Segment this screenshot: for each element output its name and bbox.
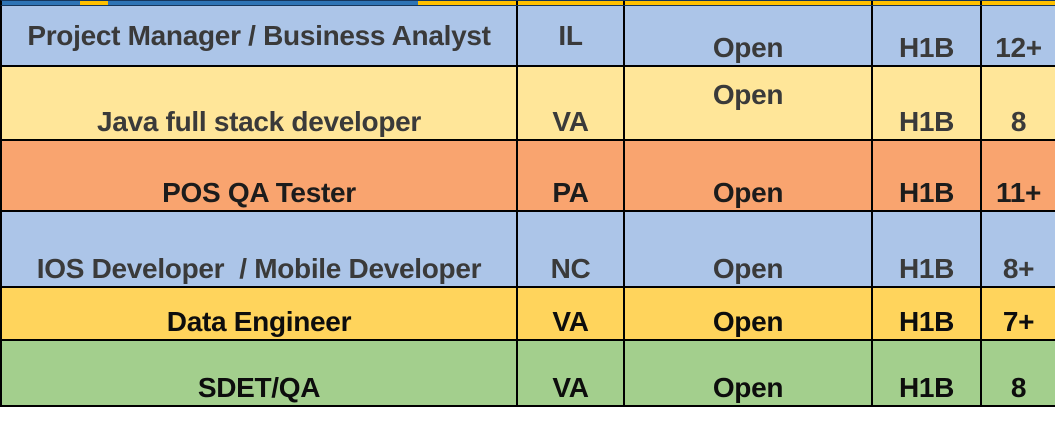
experience-text: 7+	[1002, 305, 1035, 337]
cutoff-cell-title	[2, 1, 518, 5]
status-cell[interactable]: Open	[625, 288, 873, 339]
experience-text: 12+	[995, 31, 1042, 63]
status-cell[interactable]: Open	[625, 6, 873, 65]
status-cell[interactable]: Open	[625, 341, 873, 405]
visa-cell[interactable]: H1B	[873, 67, 982, 139]
visa-text: H1B	[898, 305, 955, 337]
experience-text: 8	[1010, 105, 1027, 137]
visa-cell[interactable]: H1B	[873, 341, 982, 405]
job-title-cell[interactable]: POS QA Tester	[2, 141, 518, 210]
cutoff-cell-state	[518, 1, 625, 5]
experience-cell[interactable]: 7+	[982, 288, 1055, 339]
state-text: VA	[552, 371, 589, 403]
status-text: Open	[712, 371, 784, 403]
visa-text: H1B	[898, 176, 955, 208]
visa-text: H1B	[898, 252, 955, 284]
status-text: Open	[712, 252, 784, 284]
experience-cell[interactable]: 11+	[982, 141, 1055, 210]
job-title-text: IOS Developer / Mobile Developer	[36, 252, 482, 284]
cutoff-row-strip	[0, 0, 1055, 6]
status-cell[interactable]: Open	[625, 67, 873, 139]
job-title-cell[interactable]: SDET/QA	[2, 341, 518, 405]
job-title-text: Project Manager / Business Analyst	[27, 19, 491, 51]
visa-cell[interactable]: H1B	[873, 141, 982, 210]
job-title-text: POS QA Tester	[162, 176, 356, 208]
status-cell[interactable]: Open	[625, 141, 873, 210]
visa-cell[interactable]: H1B	[873, 288, 982, 339]
visa-cell[interactable]: H1B	[873, 212, 982, 286]
job-title-text: SDET/QA	[197, 371, 321, 403]
status-text: Open	[712, 176, 784, 208]
experience-text: 8+	[1002, 252, 1035, 284]
table-row: Project Manager / Business Analyst IL Open…	[0, 6, 1055, 67]
job-title-cell[interactable]: Java full stack developer	[2, 67, 518, 139]
state-cell[interactable]: VA	[518, 288, 625, 339]
state-text: VA	[552, 105, 589, 137]
state-cell[interactable]: VA	[518, 67, 625, 139]
experience-cell[interactable]: 12+	[982, 6, 1055, 65]
status-text: Open	[712, 305, 784, 337]
visa-cell[interactable]: H1B	[873, 6, 982, 65]
spreadsheet-table: Project Manager / Business Analyst IL Open…	[0, 0, 1055, 407]
state-text: PA	[552, 176, 589, 208]
visa-text: H1B	[898, 105, 955, 137]
status-cell[interactable]: Open	[625, 212, 873, 286]
state-text: VA	[552, 305, 589, 337]
experience-text: 11+	[995, 176, 1042, 208]
visa-text: H1B	[898, 31, 955, 63]
state-text: IL	[558, 19, 583, 51]
table-row: SDET/QA VA Open H1B 8	[0, 341, 1055, 407]
job-title-cell[interactable]: Data Engineer	[2, 288, 518, 339]
experience-cell[interactable]: 8	[982, 67, 1055, 139]
table-row: IOS Developer / Mobile Developer NC Open H1…	[0, 212, 1055, 288]
job-title-cell[interactable]: IOS Developer / Mobile Developer	[2, 212, 518, 286]
state-cell[interactable]: IL	[518, 6, 625, 65]
job-title-cell[interactable]: Project Manager / Business Analyst	[2, 6, 518, 65]
cutoff-cell-experience	[982, 1, 1055, 5]
table-body: Project Manager / Business Analyst IL Open…	[0, 6, 1055, 407]
state-cell[interactable]: PA	[518, 141, 625, 210]
job-title-text: Java full stack developer	[96, 105, 421, 137]
state-cell[interactable]: VA	[518, 341, 625, 405]
table-row: POS QA Tester PA Open H1B 11+	[0, 141, 1055, 212]
job-title-text: Data Engineer	[166, 305, 352, 337]
status-text: Open	[712, 79, 784, 111]
table-row: Data Engineer VA Open H1B 7+	[0, 288, 1055, 341]
table-row: Java full stack developer VA Open H1B 8	[0, 67, 1055, 141]
status-text: Open	[712, 31, 784, 63]
cutoff-cell-visa	[873, 1, 982, 5]
state-cell[interactable]: NC	[518, 212, 625, 286]
visa-text: H1B	[898, 371, 955, 403]
state-text: NC	[550, 252, 591, 284]
experience-cell[interactable]: 8	[982, 341, 1055, 405]
experience-cell[interactable]: 8+	[982, 212, 1055, 286]
experience-text: 8	[1010, 371, 1027, 403]
cutoff-cell-status	[625, 1, 873, 5]
